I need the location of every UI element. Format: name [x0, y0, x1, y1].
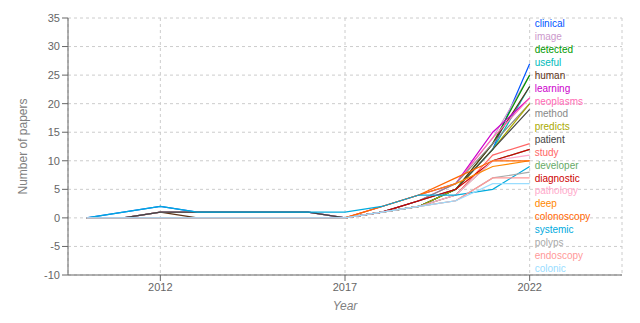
svg-text:35: 35	[48, 12, 60, 24]
html-text:predicts: predicts	[534, 121, 570, 133]
html-text:useful: useful	[534, 57, 562, 68]
html-text:human: human	[534, 69, 566, 81]
svg-text:25: 25	[48, 69, 60, 81]
html-text:developer: developer	[534, 159, 579, 171]
html-text:endoscopy: endoscopy	[534, 249, 583, 261]
svg-text:-10: -10	[44, 269, 60, 281]
svg-text:20: 20	[48, 98, 60, 110]
svg-text:2017: 2017	[333, 281, 357, 293]
svg-text:Year: Year	[333, 299, 359, 313]
html-text:deep: deep	[534, 198, 557, 210]
html-text:learning: learning	[534, 82, 571, 94]
html-text:colonic: colonic	[534, 262, 566, 274]
svg-text:2012: 2012	[148, 281, 172, 293]
svg-text:30: 30	[48, 40, 60, 52]
html-text:detected: detected	[534, 44, 573, 56]
svg-text:2022: 2022	[517, 281, 541, 293]
svg-text:0: 0	[54, 212, 60, 224]
html-text:image: image	[534, 31, 562, 43]
svg-text:5: 5	[54, 183, 60, 195]
html-text:diagnostic: diagnostic	[534, 172, 580, 184]
svg-text:10: 10	[48, 155, 60, 167]
svg-text:-5: -5	[50, 240, 60, 252]
html-text:clinical: clinical	[534, 18, 565, 30]
html-text:method: method	[534, 108, 568, 120]
html-text:study: study	[534, 146, 559, 158]
svg-text:15: 15	[48, 126, 60, 138]
html-text:pathology: pathology	[534, 185, 578, 197]
svg-text:Number of papers: Number of papers	[16, 98, 30, 194]
html-text:colonoscopy: colonoscopy	[534, 211, 591, 223]
html-text:polyps: polyps	[534, 236, 564, 248]
html-text:patient: patient	[534, 134, 565, 146]
html-text:neoplasms: neoplasms	[534, 95, 583, 107]
html-text:systemic: systemic	[534, 224, 574, 235]
